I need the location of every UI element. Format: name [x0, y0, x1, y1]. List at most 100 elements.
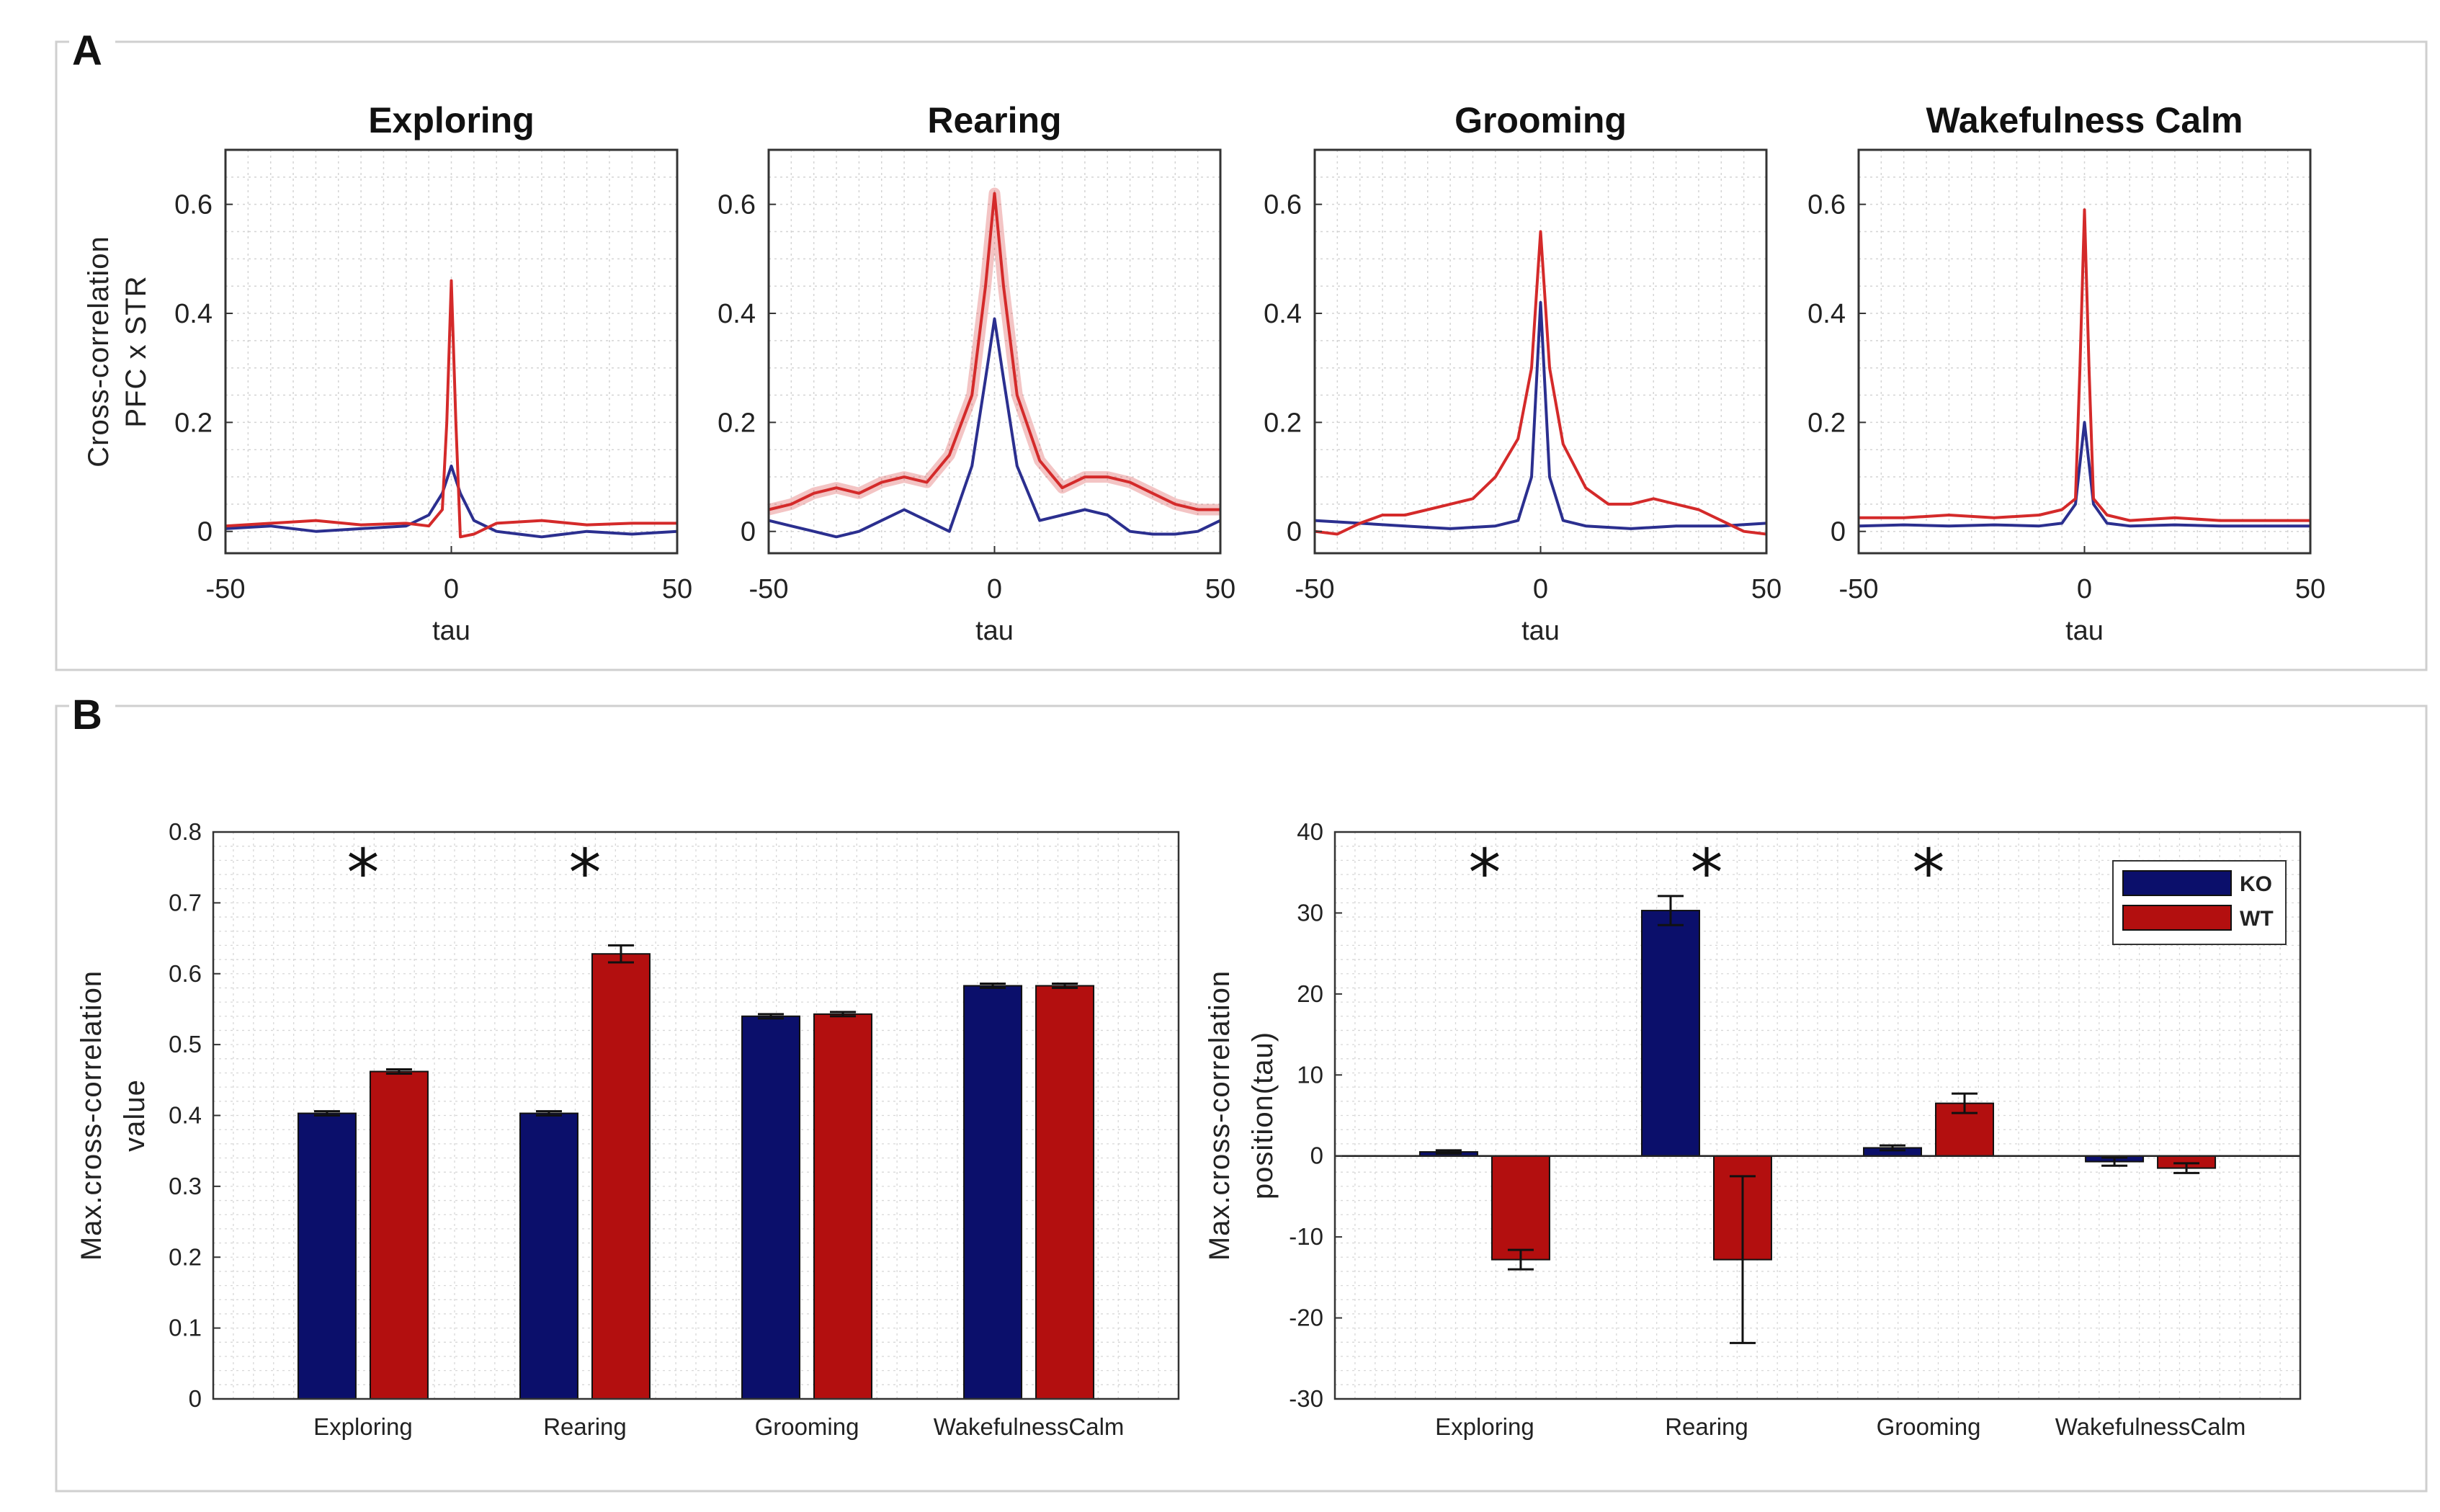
y-tick-label: 0	[197, 517, 213, 547]
x-tick-label: 0	[2077, 574, 2092, 604]
y-tick-label: 0.4	[1807, 299, 1846, 329]
significance-star: *	[1468, 836, 1501, 911]
y-tick-label: 0	[741, 517, 756, 547]
series-wt-line	[1314, 230, 1767, 536]
chart-title: Rearing	[927, 100, 1061, 140]
bar-wt	[813, 1013, 873, 1400]
panel-b-frame: B	[55, 692, 2428, 1493]
bar-wt	[1491, 1155, 1550, 1261]
xcorr-exploring-chart: Exploring 0 0.2 0.4 0.6 -50 0 50 tau Cross-correl…	[83, 100, 692, 646]
xcorr-grooming-chart: Grooming 0 0.2 0.4 0.6 -50 0 50 tau	[1264, 100, 1782, 646]
y-tick-label: 0.6	[1264, 190, 1302, 220]
y-tick-label: 0.8	[169, 818, 202, 845]
y-tick-label: -20	[1289, 1305, 1323, 1331]
y-tick-label: 0.5	[169, 1031, 202, 1057]
legend-label-ko: KO	[2240, 872, 2272, 896]
chart-title: Exploring	[368, 100, 535, 140]
y-axis-label-line-1: Cross-correlation	[83, 236, 115, 468]
x-tick-label: 0	[444, 574, 459, 604]
bar-wt	[1035, 985, 1095, 1400]
bar-ko	[741, 1015, 801, 1400]
x-category-label: Rearing	[543, 1413, 627, 1440]
x-tick-label: -50	[1295, 574, 1335, 604]
panel-a-label: A	[72, 27, 102, 74]
bar-wt	[369, 1070, 429, 1400]
x-tick-label: 50	[662, 574, 692, 604]
panel-b-label: B	[72, 692, 102, 738]
bar-ko	[1640, 910, 1700, 1157]
plot-frame	[1333, 831, 2302, 1400]
x-axis-label: tau	[432, 616, 470, 646]
x-tick-label: -50	[1839, 574, 1879, 604]
x-tick-label: -50	[749, 574, 789, 604]
y-axis-label-line-2: value	[119, 1079, 151, 1152]
y-tick-label: 0.2	[1807, 408, 1846, 438]
x-category-label: Grooming	[755, 1413, 859, 1440]
x-tick-label: -50	[206, 574, 246, 604]
y-tick-label: -30	[1289, 1385, 1323, 1412]
y-tick-label: 0.1	[169, 1315, 202, 1341]
significance-star: *	[1690, 836, 1722, 911]
x-category-label: WakefulnessCalm	[934, 1413, 1125, 1440]
significance-star: *	[347, 836, 379, 911]
x-axis-label: tau	[975, 616, 1014, 646]
chart-title: Wakefulness Calm	[1926, 100, 2243, 140]
y-axis-label-line-2: PFC x STR	[120, 275, 152, 427]
y-axis-label-line-1: Max.cross-correlation	[1204, 970, 1235, 1261]
legend-label-wt: WT	[2240, 907, 2274, 931]
bar-ko	[963, 985, 1023, 1400]
x-axis-label: tau	[2065, 616, 2104, 646]
y-tick-label: 0	[1831, 517, 1846, 547]
y-tick-label: 0.6	[718, 190, 756, 220]
y-tick-label: 30	[1297, 899, 1323, 926]
legend-swatch-wt	[2122, 905, 2232, 931]
x-tick-label: 50	[1751, 574, 1782, 604]
xcorr-wakefulness-chart: Wakefulness Calm 0 0.2 0.4 0.6 -50 0 50 tau	[1807, 100, 2325, 646]
y-tick-label: 0	[189, 1385, 202, 1412]
series-wt-line	[225, 279, 677, 539]
y-tick-label: 0	[1287, 517, 1302, 547]
series-wt-line	[768, 192, 1220, 511]
x-tick-label: 50	[2295, 574, 2325, 604]
y-tick-label: 0.6	[174, 190, 213, 220]
y-tick-label: 10	[1297, 1061, 1323, 1088]
x-category-label: Grooming	[1877, 1413, 1981, 1440]
series-ko-line	[768, 317, 1221, 539]
y-tick-label: 0.6	[1807, 190, 1846, 220]
y-tick-label: 20	[1297, 980, 1323, 1007]
bar-wt	[591, 953, 651, 1400]
bar-ko	[297, 1112, 357, 1400]
y-tick-label: -10	[1289, 1223, 1323, 1250]
x-tick-label: 0	[1533, 574, 1548, 604]
y-axis-label-line-1: Max.cross-correlation	[76, 970, 107, 1261]
bar-ko	[519, 1112, 578, 1400]
x-category-label: Exploring	[313, 1413, 413, 1440]
x-axis-label: tau	[1521, 616, 1560, 646]
y-tick-label: 0	[1310, 1142, 1323, 1169]
y-tick-label: 0.2	[718, 408, 756, 438]
chart-title: Grooming	[1454, 100, 1627, 140]
series-wt-line	[1859, 208, 2310, 522]
x-category-label: Exploring	[1435, 1413, 1534, 1440]
significance-star: *	[568, 836, 601, 911]
max-position-bar-chart: * * * -30 -20 -10 0 10 20 30 40 Exploring Rearing Gro…	[1204, 818, 2302, 1440]
y-tick-label: 0.4	[1264, 299, 1302, 329]
series-ko-line	[1314, 300, 1767, 530]
series-ko-line	[225, 464, 678, 539]
x-tick-label: 0	[987, 574, 1002, 604]
significance-star: *	[1913, 836, 1945, 911]
y-tick-label: 0.4	[174, 299, 213, 329]
x-category-label: WakefulnessCalm	[2055, 1413, 2246, 1440]
y-axis-label-line-2: position(tau)	[1247, 1032, 1279, 1199]
legend-swatch-ko	[2122, 870, 2232, 896]
x-category-label: Rearing	[1665, 1413, 1748, 1440]
y-tick-label: 0.2	[1264, 408, 1302, 438]
y-tick-label: 0.6	[169, 960, 202, 987]
y-tick-label: 0.4	[169, 1102, 202, 1129]
y-tick-label: 0.3	[169, 1173, 202, 1199]
y-tick-label: 0.7	[169, 889, 202, 916]
xcorr-rearing-chart: Rearing 0 0.2 0.4 0.6 -50 0 50 tau	[718, 100, 1235, 646]
y-tick-label: 0.4	[718, 299, 756, 329]
y-tick-label: 0.2	[174, 408, 213, 438]
